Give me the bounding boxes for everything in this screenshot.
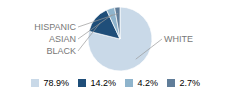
html-text:2.7%: 2.7% bbox=[179, 78, 200, 88]
svg-text:ASIAN: ASIAN bbox=[49, 34, 76, 44]
svg-text:HISPANIC: HISPANIC bbox=[34, 22, 76, 32]
svg-text:WHITE: WHITE bbox=[164, 34, 193, 44]
html-text:14.2%: 14.2% bbox=[90, 78, 116, 88]
html-text:78.9%: 78.9% bbox=[43, 78, 69, 88]
html-text:4.2%: 4.2% bbox=[137, 78, 158, 88]
svg-text:BLACK: BLACK bbox=[46, 46, 76, 56]
